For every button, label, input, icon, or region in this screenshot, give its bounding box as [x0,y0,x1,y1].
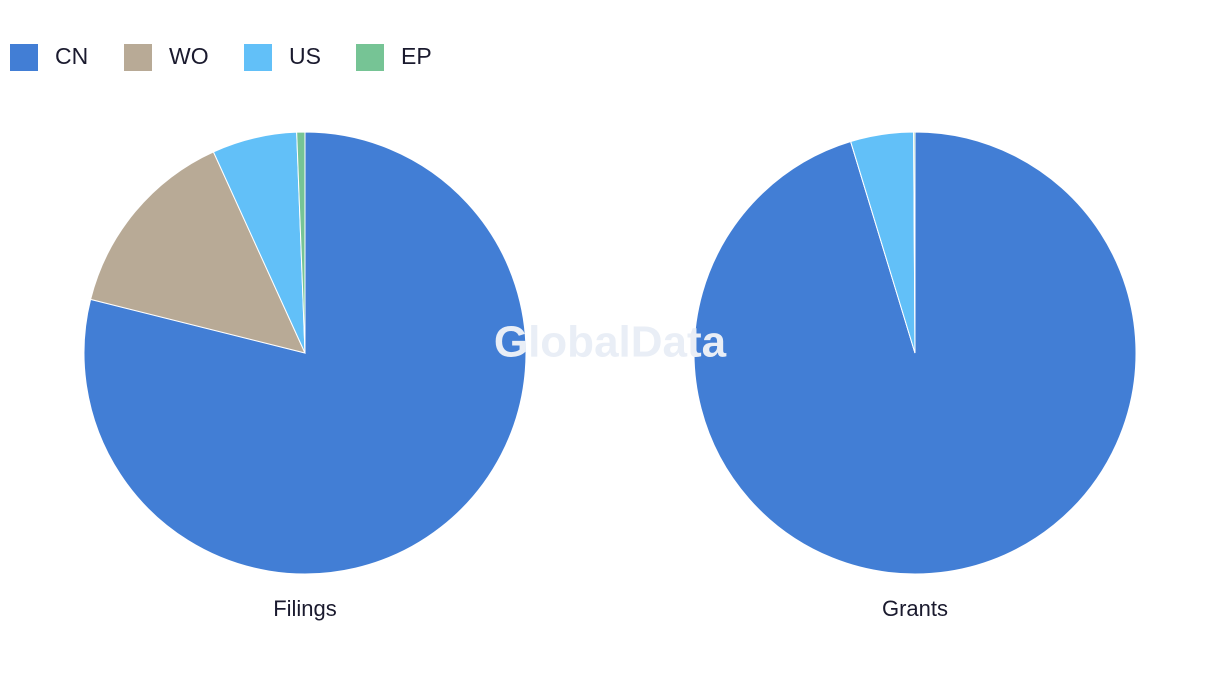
legend-label: CN [55,43,88,69]
legend-swatch [10,44,38,71]
pie-slice [296,131,306,354]
legend-label: WO [169,43,209,69]
watermark: GlobalData [494,318,727,367]
pie-slice [913,131,916,354]
pie-title: Grants [882,596,948,621]
legend-swatch [124,44,152,71]
legend-swatch [244,44,272,71]
pie-slice [89,151,306,354]
legend-label: EP [401,43,432,69]
pie-title: Filings [273,596,337,621]
legend-swatch [356,44,384,71]
legend-label: US [289,43,321,69]
